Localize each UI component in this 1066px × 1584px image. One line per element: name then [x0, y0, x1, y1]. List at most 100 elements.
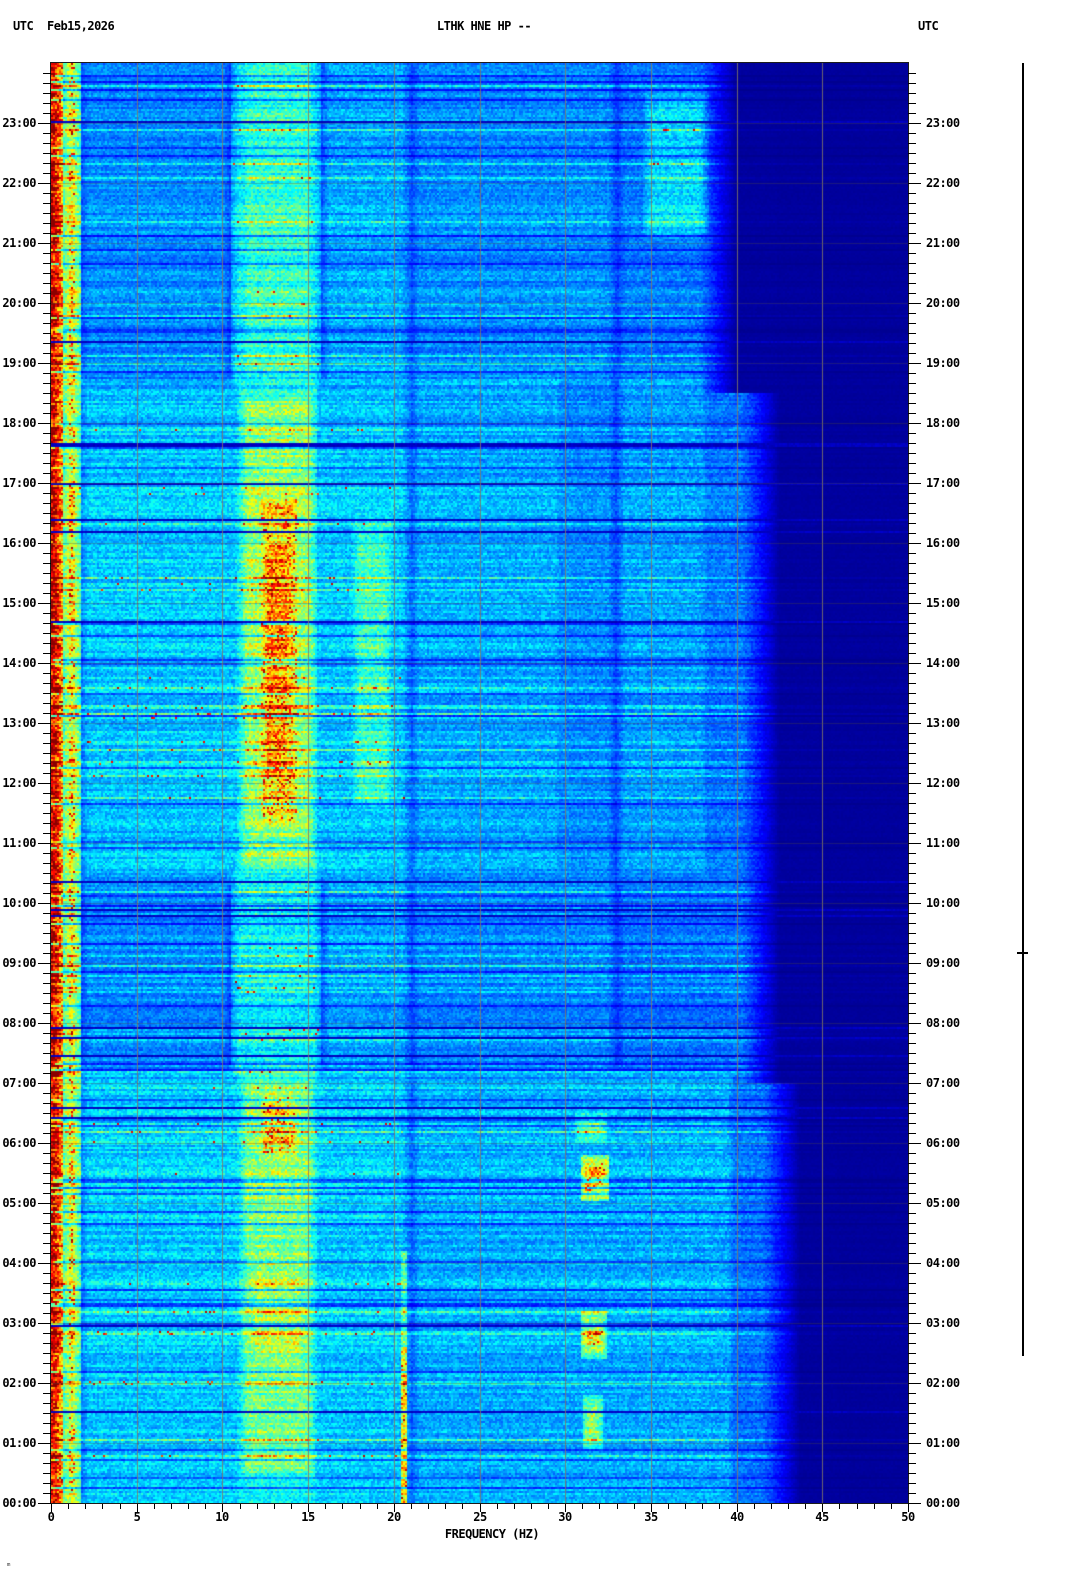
x-axis-tick [462, 1504, 463, 1509]
y-axis-tick-left [43, 673, 51, 674]
y-axis-tick-left [43, 1283, 51, 1284]
x-axis-tick [788, 1504, 789, 1509]
y-axis-label-right: 23:00 [926, 116, 960, 130]
y-axis-tick-left [38, 1443, 51, 1444]
y-axis-tick-right [908, 1453, 916, 1454]
y-axis-tick-right [908, 783, 921, 784]
y-axis-tick-left [43, 753, 51, 754]
y-axis-tick-left [43, 703, 51, 704]
y-axis-tick-right [908, 1443, 921, 1444]
y-axis-tick-right [908, 1503, 921, 1504]
y-axis-tick-right [908, 383, 916, 384]
y-axis-tick-left [43, 1243, 51, 1244]
y-axis-tick-right [908, 1433, 916, 1434]
y-axis-tick-right [908, 1043, 916, 1044]
y-axis-label-left: 03:00 [2, 1316, 36, 1330]
y-axis-tick-right [908, 263, 916, 264]
x-axis-tick-label: 35 [644, 1510, 658, 1524]
y-axis-tick-right [908, 743, 916, 744]
x-axis-tick [257, 1504, 258, 1509]
y-axis-tick-left [43, 1173, 51, 1174]
y-axis-tick-right [908, 293, 916, 294]
x-axis-tick-label: 40 [730, 1510, 744, 1524]
x-axis-tick [308, 1504, 309, 1512]
y-axis-tick-left [43, 1043, 51, 1044]
header-utc-left-label: UTC [13, 19, 34, 33]
y-axis-tick-right [908, 183, 921, 184]
y-axis-tick-right [908, 463, 916, 464]
y-axis-label-left: 04:00 [2, 1256, 36, 1270]
y-axis-tick-right [908, 1013, 916, 1014]
y-axis-label-left: 06:00 [2, 1136, 36, 1150]
y-axis-tick-left [43, 643, 51, 644]
x-axis-tick [480, 1504, 481, 1512]
y-axis-tick-left [43, 1433, 51, 1434]
y-axis-tick-left [43, 933, 51, 934]
y-axis-tick-right [908, 1153, 916, 1154]
x-axis-tick [719, 1504, 720, 1509]
y-axis-tick-left [43, 1353, 51, 1354]
y-axis-tick-right [908, 1193, 916, 1194]
y-axis-tick-right [908, 253, 916, 254]
y-axis-label-left: 09:00 [2, 956, 36, 970]
y-axis-label-right: 20:00 [926, 296, 960, 310]
y-axis-label-left: 10:00 [2, 896, 36, 910]
y-axis-tick-right [908, 1023, 921, 1024]
y-axis-tick-left [38, 903, 51, 904]
y-axis-label-right: 10:00 [926, 896, 960, 910]
y-axis-tick-left [43, 253, 51, 254]
y-axis-tick-left [43, 613, 51, 614]
y-axis-label-right: 13:00 [926, 716, 960, 730]
x-axis-tick [51, 1504, 52, 1512]
y-axis-label-right: 02:00 [926, 1376, 960, 1390]
y-axis-tick-right [908, 1413, 916, 1414]
y-axis-tick-right [908, 1333, 916, 1334]
x-axis-tick [222, 1504, 223, 1512]
y-axis-tick-right [908, 533, 916, 534]
x-axis-tick-label: 25 [473, 1510, 487, 1524]
y-axis-tick-left [43, 833, 51, 834]
y-axis-tick-left [43, 1393, 51, 1394]
y-axis-tick-right [908, 1393, 916, 1394]
y-axis-tick-left [43, 693, 51, 694]
y-axis-tick-right [908, 1303, 916, 1304]
y-axis-label-right: 05:00 [926, 1196, 960, 1210]
y-axis-tick-left [43, 73, 51, 74]
y-axis-label-left: 12:00 [2, 776, 36, 790]
y-axis-label-right: 08:00 [926, 1016, 960, 1030]
y-axis-tick-left [43, 923, 51, 924]
y-axis-tick-right [908, 1283, 916, 1284]
y-axis-tick-right [908, 1173, 916, 1174]
y-axis-label-right: 18:00 [926, 416, 960, 430]
y-axis-tick-right [908, 993, 916, 994]
amplitude-scale-line [1022, 63, 1024, 1356]
y-axis-tick-right [908, 103, 916, 104]
y-axis-tick-left [38, 723, 51, 724]
y-axis-tick-left [43, 223, 51, 224]
y-axis-tick-right [908, 953, 916, 954]
y-axis-tick-left [43, 853, 51, 854]
y-axis-tick-right [908, 1313, 916, 1314]
y-axis-label-left: 01:00 [2, 1436, 36, 1450]
y-axis-tick-right [908, 233, 916, 234]
y-axis-tick-left [38, 1323, 51, 1324]
x-axis-tick [908, 1504, 909, 1512]
y-axis-tick-left [43, 813, 51, 814]
y-axis-tick-right [908, 153, 916, 154]
y-axis-tick-right [908, 1463, 916, 1464]
y-axis-tick-right [908, 1323, 921, 1324]
x-axis-tick-label: 30 [558, 1510, 572, 1524]
y-axis-tick-right [908, 943, 916, 944]
y-axis-tick-left [43, 1343, 51, 1344]
y-axis-tick-left [43, 913, 51, 914]
y-axis-tick-right [908, 563, 916, 564]
y-axis-label-left: 15:00 [2, 596, 36, 610]
x-axis-tick-label: 0 [47, 1510, 55, 1524]
y-axis-tick-left [43, 883, 51, 884]
y-axis-tick-left [43, 773, 51, 774]
y-axis-tick-left [43, 763, 51, 764]
x-axis-tick [205, 1504, 206, 1509]
y-axis-tick-right [908, 973, 916, 974]
y-axis-tick-right [908, 903, 921, 904]
y-axis-label-right: 21:00 [926, 236, 960, 250]
